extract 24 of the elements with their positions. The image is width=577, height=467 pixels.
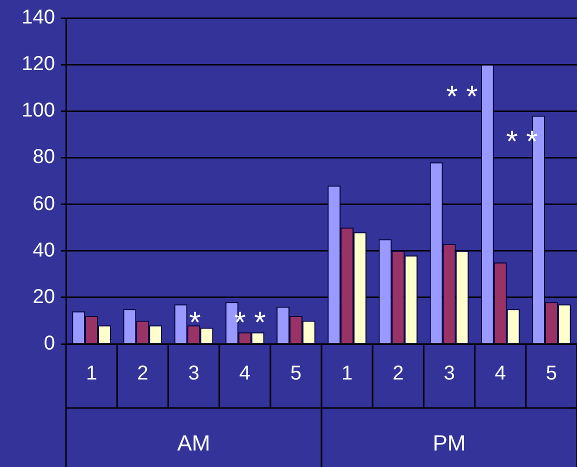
x-tick-label: 5 xyxy=(546,362,558,385)
y-tick-label: 40 xyxy=(32,239,55,262)
x-tick-label: 5 xyxy=(290,362,302,385)
text: PM xyxy=(432,430,466,456)
x-tick-label: 4 xyxy=(494,362,506,385)
y-tick-label: 120 xyxy=(22,53,55,76)
y-tick-label: 0 xyxy=(44,332,55,355)
y-tick-label: 140 xyxy=(22,6,55,29)
annotation: * * xyxy=(446,80,478,114)
x-tick-label: 4 xyxy=(239,362,250,385)
annotation: * * xyxy=(506,125,538,158)
y-tick-label: 20 xyxy=(32,286,55,308)
x-tick-label: 1 xyxy=(341,362,353,385)
x-tick-label: 1 xyxy=(86,362,98,385)
y-tick-label: 80 xyxy=(32,146,55,168)
text: AM xyxy=(177,430,210,456)
annotation: * xyxy=(189,306,202,340)
x-tick-label: 2 xyxy=(392,362,404,385)
y-tick-label: 100 xyxy=(22,100,55,122)
y-tick-label: 60 xyxy=(32,192,55,215)
annotation: * * xyxy=(234,306,266,340)
x-tick-label: 3 xyxy=(444,362,455,385)
x-tick-label: 2 xyxy=(137,362,148,385)
x-tick-label: 3 xyxy=(188,362,200,385)
